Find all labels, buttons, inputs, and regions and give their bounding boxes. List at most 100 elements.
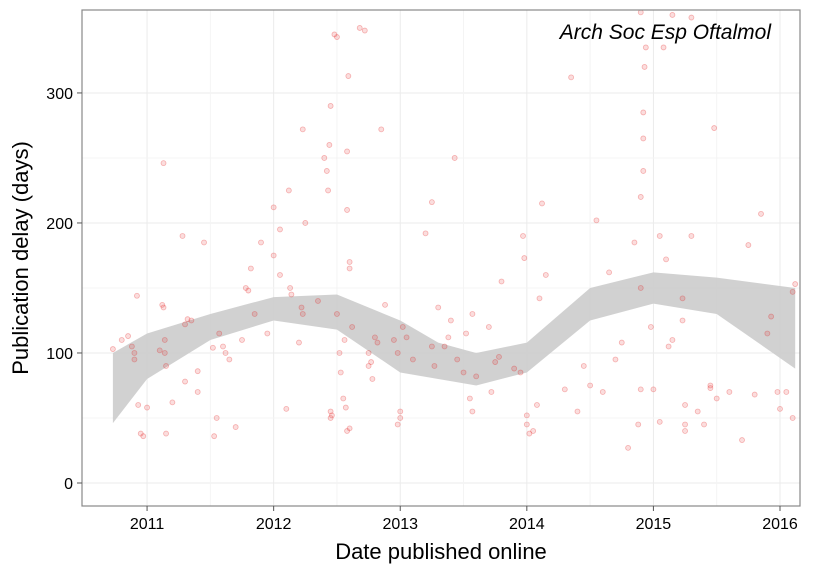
point xyxy=(346,259,353,265)
point xyxy=(264,330,271,337)
point xyxy=(530,428,537,434)
point xyxy=(349,324,356,330)
point xyxy=(160,160,167,167)
point xyxy=(726,389,733,395)
point xyxy=(161,350,168,356)
point xyxy=(647,324,654,330)
point xyxy=(469,408,476,415)
point xyxy=(277,272,283,278)
point xyxy=(688,233,695,239)
point xyxy=(485,324,492,330)
point xyxy=(144,404,150,411)
point xyxy=(574,408,581,415)
point xyxy=(179,233,186,239)
point xyxy=(669,12,676,18)
x-tick-label: 2011 xyxy=(130,516,165,533)
point xyxy=(637,386,644,393)
point xyxy=(428,343,435,350)
point xyxy=(298,304,305,311)
point xyxy=(539,200,545,207)
point xyxy=(612,356,619,363)
point xyxy=(587,382,594,389)
annotation: Arch Soc Esp Oftalmol xyxy=(558,21,773,44)
point xyxy=(336,350,343,356)
point xyxy=(156,347,163,354)
point xyxy=(642,44,649,51)
y-tick-label: 300 xyxy=(46,86,73,103)
point xyxy=(435,304,442,311)
point xyxy=(536,295,543,302)
band-layer xyxy=(112,272,796,424)
point xyxy=(764,330,771,337)
point xyxy=(321,155,328,161)
point xyxy=(346,265,353,272)
point xyxy=(631,239,638,246)
point xyxy=(625,444,631,451)
point xyxy=(454,356,461,363)
point xyxy=(656,233,663,239)
point xyxy=(368,359,375,365)
point xyxy=(135,402,142,408)
point xyxy=(365,363,372,369)
point xyxy=(768,313,775,320)
point xyxy=(341,337,348,343)
point xyxy=(399,324,406,330)
point xyxy=(460,369,467,376)
point xyxy=(428,199,435,206)
point xyxy=(188,317,195,324)
x-tick-label: 2012 xyxy=(256,516,292,533)
point xyxy=(694,408,701,415)
point xyxy=(473,373,480,380)
point xyxy=(637,285,644,291)
y-tick-label: 200 xyxy=(46,216,73,233)
point xyxy=(711,125,718,131)
point xyxy=(315,298,321,304)
point xyxy=(216,330,223,337)
point xyxy=(606,269,613,276)
point xyxy=(340,395,347,402)
point xyxy=(521,255,528,261)
point xyxy=(789,415,796,421)
point xyxy=(184,316,191,323)
point xyxy=(140,433,147,440)
point xyxy=(131,350,138,356)
point xyxy=(498,278,505,285)
point xyxy=(394,421,401,428)
grid xyxy=(82,10,800,506)
point xyxy=(182,378,188,385)
y-tick-label: 100 xyxy=(46,346,73,363)
point xyxy=(372,334,378,341)
point xyxy=(356,25,363,31)
point xyxy=(774,389,781,395)
point xyxy=(283,405,290,412)
point xyxy=(758,210,764,217)
point xyxy=(302,220,309,226)
point xyxy=(534,402,540,408)
point xyxy=(361,27,368,34)
points xyxy=(109,9,799,451)
point xyxy=(125,333,131,339)
point xyxy=(137,430,144,437)
x-tick-label: 2014 xyxy=(509,516,545,533)
point xyxy=(451,155,458,161)
x-tick-label: 2016 xyxy=(762,516,798,533)
point xyxy=(382,301,388,308)
point xyxy=(441,343,448,350)
smooth-band xyxy=(112,272,796,424)
point xyxy=(134,292,140,299)
point xyxy=(660,44,667,51)
point xyxy=(679,317,686,324)
point xyxy=(665,343,672,350)
point xyxy=(656,418,663,425)
point xyxy=(245,287,252,294)
point xyxy=(369,376,376,382)
point xyxy=(635,421,642,428)
point xyxy=(488,389,495,395)
point xyxy=(182,321,188,328)
point xyxy=(511,365,518,372)
point xyxy=(285,187,292,194)
point xyxy=(334,34,340,40)
point xyxy=(194,389,201,395)
point xyxy=(344,207,350,213)
